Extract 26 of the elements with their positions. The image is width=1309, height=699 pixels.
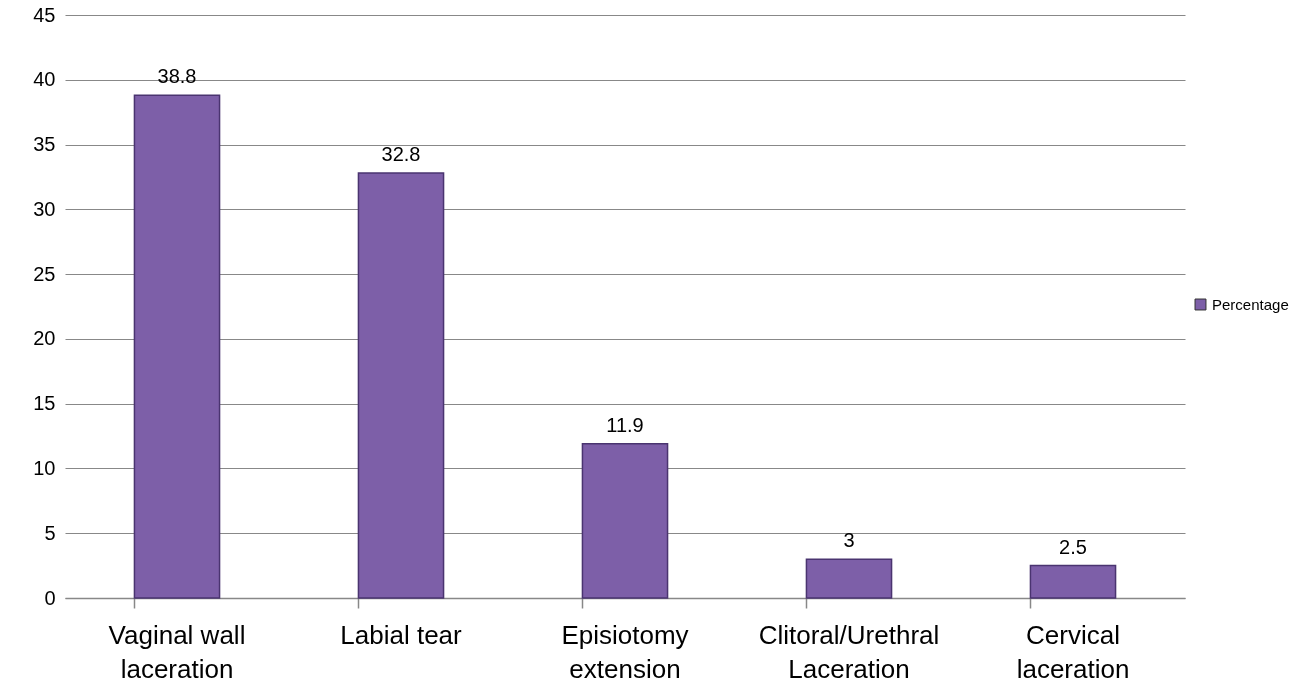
bar [357, 172, 445, 599]
bar [581, 443, 669, 599]
y-tick-label: 0 [44, 586, 56, 609]
y-tick-label: 20 [33, 327, 56, 350]
data-label: 2.5 [1059, 535, 1087, 558]
y-tick-label: 30 [33, 197, 56, 220]
x-tick-label: Vaginal wall laceration [108, 619, 246, 684]
bar [133, 94, 221, 599]
data-label: 32.8 [381, 143, 421, 166]
data-label: 11.9 [606, 413, 644, 436]
bar [805, 558, 893, 599]
data-label: 38.8 [157, 65, 197, 88]
legend-label: Percentage [1212, 295, 1289, 313]
y-tick-label: 35 [33, 133, 56, 156]
y-tick-label: 5 [44, 521, 56, 544]
y-tick-label: 40 [33, 68, 56, 91]
x-tick-label: Episiotomy extension [561, 619, 689, 684]
y-tick-label: 15 [33, 392, 56, 415]
x-tick-label: Labial tear [340, 619, 463, 650]
bar [1029, 564, 1117, 599]
data-label: 3 [843, 529, 855, 552]
x-tick-label: Cervical laceration [1016, 619, 1130, 684]
y-tick-label: 10 [33, 456, 56, 479]
y-tick-label: 45 [33, 3, 56, 26]
x-tick-label: Clitoral/Urethral Laceration [758, 619, 940, 684]
y-tick-label: 25 [33, 262, 56, 285]
